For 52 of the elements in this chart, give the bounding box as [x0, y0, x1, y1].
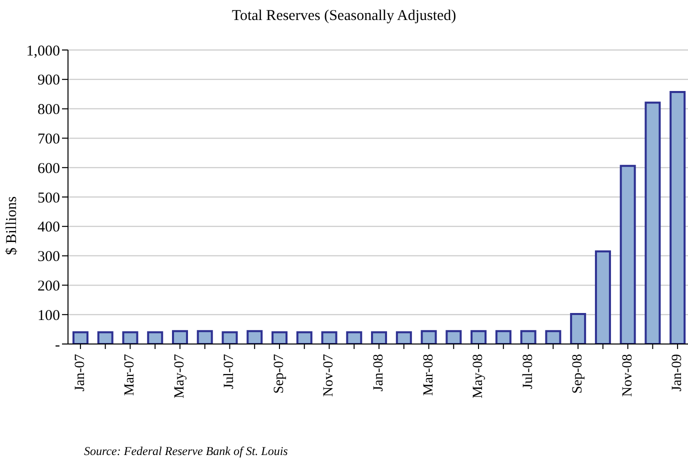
bar	[644, 102, 661, 344]
bar	[172, 330, 188, 344]
chart-title: Total Reserves (Seasonally Adjusted)	[230, 8, 458, 25]
bar	[246, 330, 263, 344]
bar	[72, 331, 88, 344]
bar	[97, 331, 114, 344]
bar	[371, 331, 388, 344]
bar	[520, 330, 536, 344]
x-tick-label: Nov-07	[322, 354, 337, 397]
x-tick-label: Jul-08	[520, 354, 536, 389]
bar	[196, 330, 213, 344]
bar	[620, 164, 636, 344]
y-tick-label: 500	[38, 190, 60, 206]
x-tick-label: Mar-08	[421, 354, 436, 396]
x-tick-label: Sep-08	[570, 354, 586, 394]
y-tick-label: 600	[38, 160, 60, 177]
x-tick-label: Nov-08	[620, 354, 636, 397]
bar	[570, 313, 586, 344]
x-tick-label: May-08	[471, 354, 486, 398]
source-note: Source: Federal Reserve Bank of St. Louis	[84, 444, 288, 459]
bar	[594, 250, 611, 344]
x-tick-label: Jul-07	[222, 354, 238, 389]
x-tick-label: Jan-07	[72, 354, 88, 392]
bar	[470, 330, 487, 344]
y-tick-label: 1,000	[26, 43, 60, 60]
y-tick-label: 900	[38, 72, 60, 89]
bar	[346, 331, 362, 344]
x-tick-label: Sep-07	[272, 354, 287, 394]
y-tick-label: 300	[38, 249, 60, 266]
y-tick-label: 700	[38, 132, 60, 148]
y-tick-label: 200	[38, 278, 60, 295]
y-tick-label: 800	[38, 102, 60, 118]
y-tick-label: 400	[38, 220, 60, 236]
bar	[122, 331, 138, 344]
bar	[272, 331, 288, 344]
y-tick-label: -	[55, 337, 60, 354]
y-tick-label: 100	[38, 308, 60, 324]
bar	[147, 331, 164, 344]
bar	[222, 331, 238, 344]
x-tick-label: May-07	[172, 354, 188, 398]
bar	[495, 330, 512, 344]
x-tick-label: Mar-07	[122, 354, 138, 396]
bar	[296, 331, 312, 344]
bar	[396, 331, 412, 344]
x-tick-label: Jan-09	[670, 354, 686, 392]
bar	[446, 330, 462, 344]
x-tick-label: Jan-08	[372, 354, 386, 392]
y-axis-title: $ Billions	[4, 196, 21, 255]
bar	[670, 91, 686, 344]
bar	[321, 331, 338, 344]
bar	[420, 330, 437, 344]
bar	[545, 330, 562, 344]
